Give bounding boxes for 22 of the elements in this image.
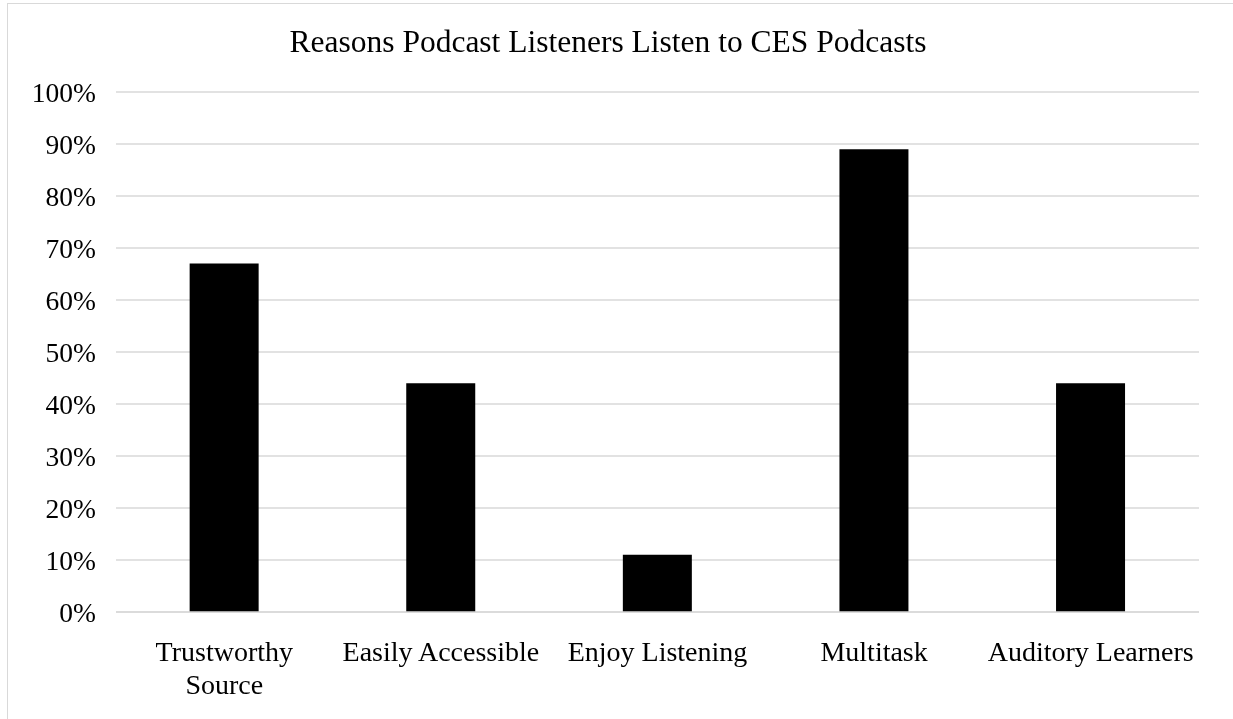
bar <box>622 554 692 612</box>
x-tick-label: Multitask <box>820 636 928 668</box>
chart-title: Reasons Podcast Listeners Listen to CES Podcasts <box>288 24 928 60</box>
y-tick-label: 80% <box>45 180 96 212</box>
y-tick-label: 20% <box>45 492 96 524</box>
y-tick-label: 60% <box>45 284 96 316</box>
y-tick-label: 40% <box>45 388 96 420</box>
y-tick-label: 50% <box>45 336 96 368</box>
x-tick-label: Trustworthy Source <box>155 636 294 701</box>
bar <box>839 149 909 612</box>
y-tick-label: 30% <box>45 440 96 472</box>
y-tick-label: 10% <box>45 544 96 576</box>
x-tick-label: Easily Accessible <box>342 636 540 668</box>
bar <box>1056 383 1126 612</box>
y-tick-label: 90% <box>45 128 96 160</box>
y-tick-label: 100% <box>31 76 96 108</box>
bar <box>406 383 476 612</box>
y-tick-label: 70% <box>45 232 96 264</box>
x-tick-label: Auditory Learners <box>987 636 1194 668</box>
y-tick-label: 0% <box>59 596 96 628</box>
x-tick-label: Enjoy Listening <box>567 636 748 668</box>
bar <box>189 263 259 612</box>
